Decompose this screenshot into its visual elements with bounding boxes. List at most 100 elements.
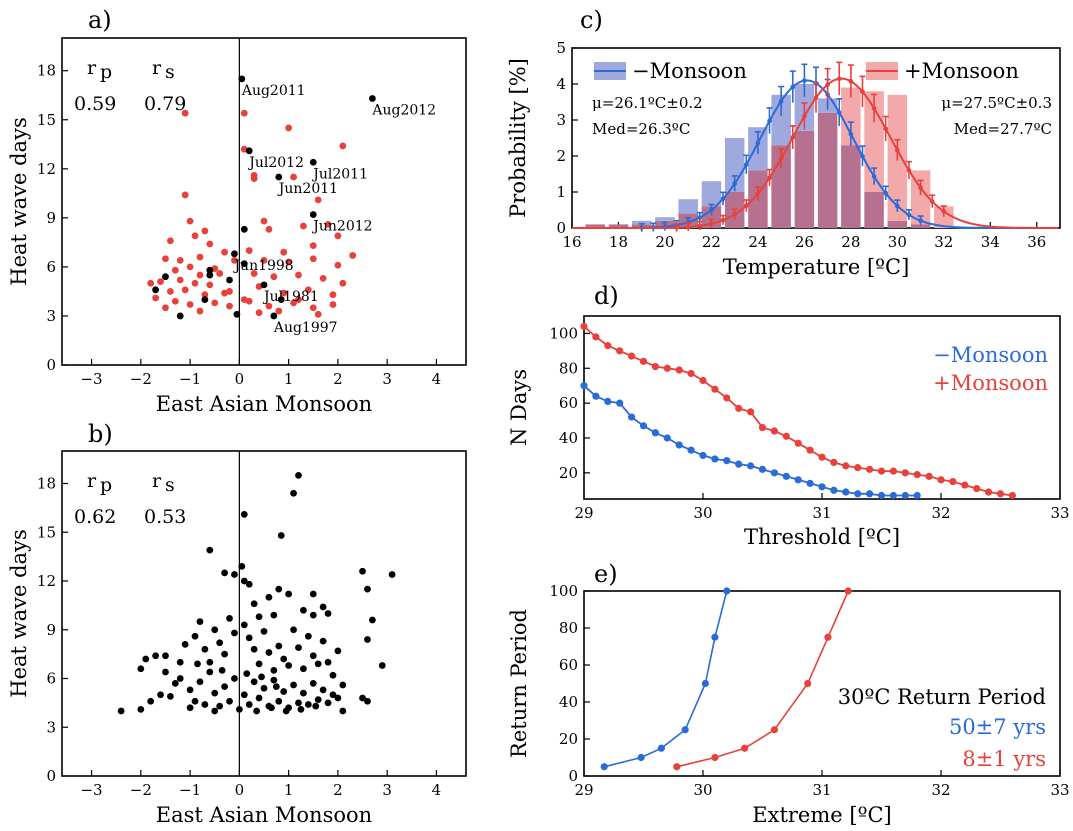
pos-monsoon-point [842,462,850,470]
event-label: Jul2011 [311,166,368,182]
black-point [275,173,283,181]
pos-monsoon-point [592,333,600,341]
pos-monsoon-return-point [824,633,832,641]
neg-monsoon-mean: μ=26.1ºC±0.2 [592,94,703,112]
neg-monsoon-point [758,465,767,473]
black-point [176,312,184,320]
pos-monsoon-curve-point [895,147,900,153]
x-tick-label: 1 [284,781,294,799]
panel-label: e) [594,560,618,588]
pos-monsoon-curve-point [883,126,889,132]
rs-subscript: s [165,474,175,496]
red-point [309,304,317,312]
black-point [218,666,226,674]
x-tick-label: 30 [888,233,907,251]
plot-frame [61,450,467,777]
black-point [300,689,307,697]
red-point [300,222,307,230]
y-tick-label: 60 [559,394,578,412]
black-point [152,286,160,294]
red-point [196,253,204,261]
black-point [245,701,253,708]
y-tick-label: 0 [46,767,56,785]
y-tick-label: 80 [559,619,578,637]
neg-monsoon-return-point [711,633,719,641]
black-point [211,689,219,697]
red-point [275,307,283,315]
pos-monsoon-point [794,439,802,447]
neg-monsoon-bar [655,217,675,221]
x-tick-label: 2 [333,370,343,388]
black-point [364,585,371,593]
rp-value: 0.59 [74,93,116,115]
neg-monsoon-return-line [604,590,728,768]
y-tick-label: 0 [46,356,56,374]
black-point [324,610,332,617]
red-point [226,302,233,310]
neg-monsoon-point [735,460,743,468]
y-tick-label: 80 [559,359,578,377]
neg-monsoon-return-point [701,679,709,688]
rp-value: 0.62 [74,506,116,528]
pos-monsoon-point [985,488,993,496]
black-point [275,585,283,593]
pos-monsoon-bar [910,170,931,225]
pos-monsoon-point [699,376,707,385]
red-point [270,273,278,281]
neg-monsoon-point [794,476,802,484]
black-point [368,616,376,624]
x-tick-label: 20 [655,233,674,251]
panel-c-histogram: 16 18 20 22 24 26 28 30 32 34 36012345Temperature … [506,6,1061,279]
x-axis-label: East Asian Monsoon [156,392,372,416]
black-point [255,660,263,668]
x-tick-label: 2 [333,781,343,799]
y-axis-label: Probability [%] [506,58,530,218]
x-tick-label: 30 [693,781,712,799]
black-point [206,266,214,274]
black-point [260,627,268,635]
black-point [309,211,317,218]
neg-monsoon-curve-point [895,203,900,209]
event-label: Jul2012 [247,155,304,171]
neg-monsoon-curve-point [778,98,784,104]
x-tick-label: 3 [382,781,392,799]
neg-monsoon-bar [631,220,652,225]
x-tick-label: 34 [981,233,1000,251]
red-point [201,291,209,299]
rp-subscript: p [100,61,112,83]
red-point [295,271,302,279]
x-tick-label: −2 [130,781,152,799]
pos-monsoon-curve-point [767,175,772,181]
black-point [378,662,386,669]
black-point [243,670,251,678]
x-tick-label: −3 [80,781,102,799]
x-tick-label: 0 [235,781,245,799]
x-tick-label: 31 [812,504,831,522]
black-point [231,675,238,682]
black-point [240,225,248,233]
overlap-bar [608,224,629,228]
y-tick-label: 100 [549,582,578,600]
black-point [324,699,332,707]
black-point [240,621,248,629]
red-point [265,302,273,310]
x-axis-label: Extreme [ºC] [752,803,891,827]
panel-d-threshold-lines: 29 30 31 32 33 20 40 60 80 100 Threshold [ºC] N Day… [507,282,1070,549]
pos-monsoon-point [580,322,588,331]
neg-monsoon-bar [678,199,698,214]
red-point [216,270,224,277]
black-point [221,650,228,658]
neg-monsoon-point [889,491,898,500]
red-point [176,256,184,264]
red-point [166,288,174,295]
overlap-bar [841,145,861,228]
black-point [226,614,233,622]
event-label: Jun2012 [311,219,372,235]
pos-monsoon-return-point [711,753,719,762]
pos-monsoon-point [782,432,790,440]
black-point [282,707,290,715]
black-point [162,273,169,281]
pos-monsoon-point [830,458,838,466]
black-point [319,637,327,645]
